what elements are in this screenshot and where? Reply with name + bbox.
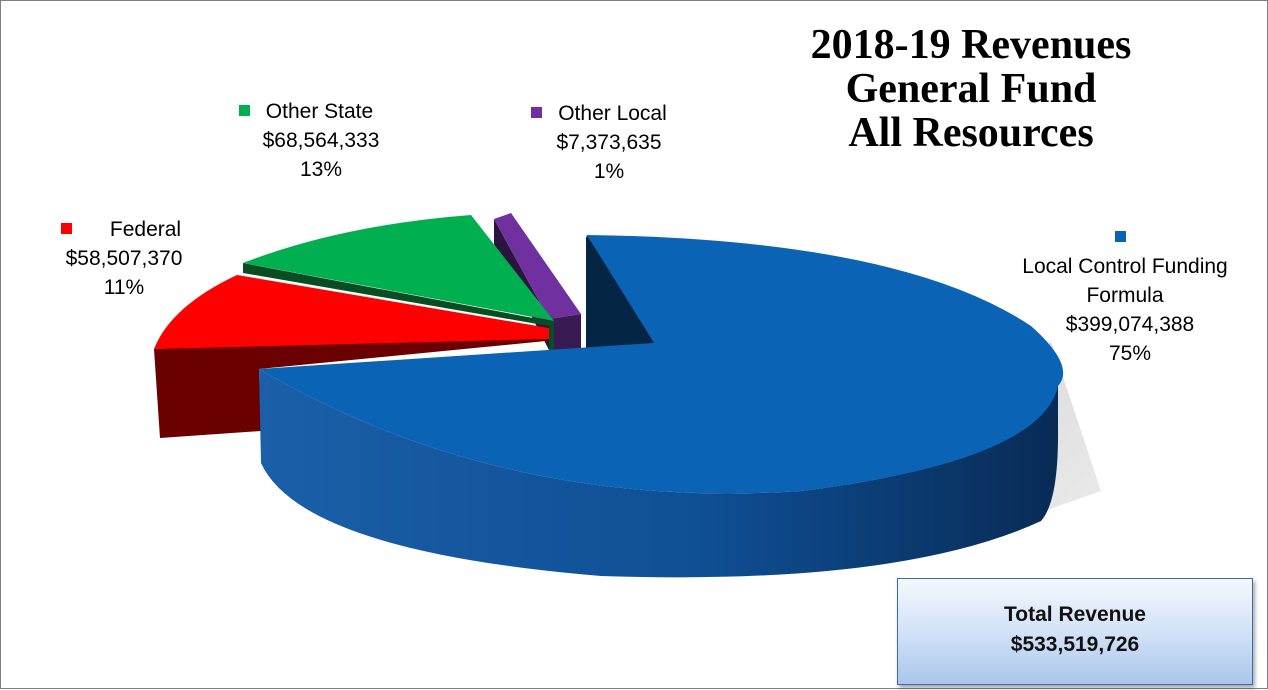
- title-line-3: All Resources: [848, 110, 1094, 156]
- slice-side-lcff: [259, 369, 1059, 578]
- slice-federal: [154, 275, 549, 349]
- slice-amount: $58,507,370: [65, 247, 183, 270]
- slice-side-lcff-inner: [586, 235, 656, 349]
- slice-side-other-local-front: [549, 314, 581, 350]
- total-revenue-box: Total Revenue $533,519,726: [897, 578, 1253, 685]
- slice-percent: 1%: [593, 160, 625, 183]
- slice-name: Local Control Funding Formula: [1022, 255, 1228, 307]
- legend-square-lcff: [1114, 230, 1126, 242]
- label-other-state: Other State $68,564,333 13%: [206, 97, 406, 184]
- slice-name: Other Local: [558, 102, 667, 125]
- slice-side-other-state-r: [549, 321, 554, 351]
- slice-name: Other State: [265, 100, 374, 123]
- slice-side-other-state: [243, 263, 549, 326]
- label-lcff: Local Control Funding Formula $399,074,3…: [981, 223, 1251, 368]
- slice-other-local: [494, 213, 581, 319]
- title-line-2: General Fund: [845, 66, 1097, 112]
- slice-name: Federal: [109, 218, 182, 241]
- slice-lcff: [259, 235, 1064, 494]
- title-line-1: 2018-19 Revenues: [810, 22, 1132, 68]
- total-label: Total Revenue: [1004, 603, 1146, 626]
- slice-percent: 75%: [1108, 342, 1152, 365]
- slice-amount: $68,564,333: [262, 129, 380, 152]
- total-amount: $533,519,726: [1010, 633, 1140, 656]
- slice-percent: 11%: [103, 276, 145, 299]
- label-other-local: Other Local $7,373,635 1%: [499, 99, 699, 186]
- slice-side-federal: [154, 331, 546, 438]
- legend-square-federal: [60, 222, 72, 234]
- slice-other-state: [243, 215, 554, 321]
- legend-square-other-state: [238, 104, 250, 116]
- legend-square-other-local: [531, 106, 543, 118]
- slice-amount: $7,373,635: [556, 131, 662, 154]
- chart-title: 2018-19 Revenues General Fund All Resour…: [781, 23, 1161, 155]
- slice-amount: $399,074,388: [1065, 313, 1195, 336]
- slice-percent: 13%: [299, 158, 343, 181]
- label-federal: Federal $58,507,370 11%: [31, 215, 211, 302]
